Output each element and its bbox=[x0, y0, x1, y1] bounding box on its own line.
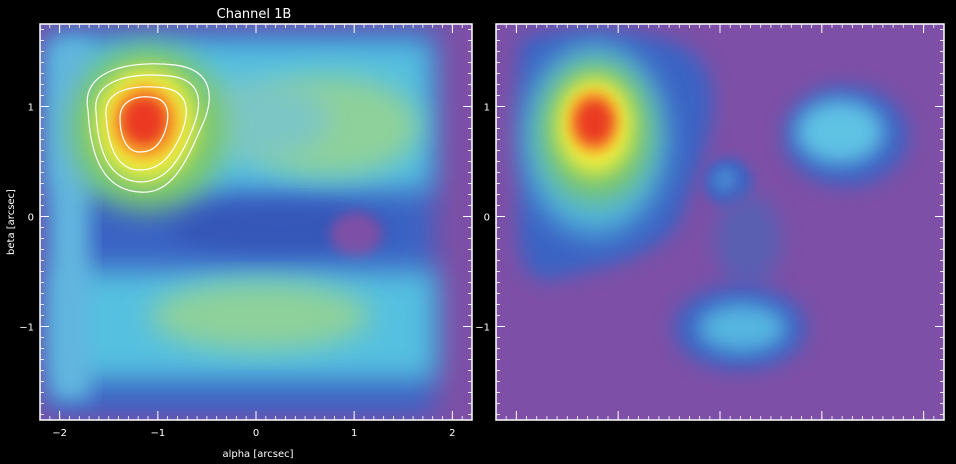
contour-lines bbox=[86, 63, 210, 193]
left-x-tick-label: −2 bbox=[52, 428, 67, 439]
right-axis-ticks: −1 0 1 bbox=[475, 24, 945, 420]
left-x-tick-label: 1 bbox=[351, 428, 357, 439]
left-heatmap-image bbox=[44, 28, 436, 416]
left-y-tick-label: 0 bbox=[28, 213, 34, 224]
left-axis-ticks: −1 0 1 −2 −1 0 1 2 bbox=[19, 24, 473, 439]
left-x-tick-label: 0 bbox=[253, 428, 259, 439]
right-y-tick-label: −1 bbox=[475, 323, 490, 334]
left-x-tick-label: 2 bbox=[449, 428, 455, 439]
right-heatmap-panel: −1 0 1 bbox=[475, 23, 945, 421]
left-y-tick-label: 1 bbox=[28, 103, 34, 114]
left-chart-title: Channel 1B bbox=[217, 7, 292, 22]
left-heatmap-panel: −1 0 1 −2 −1 0 1 2 Channel 1B alpha [arcsec] be… bbox=[6, 7, 473, 460]
left-y-tick-label: −1 bbox=[19, 323, 34, 334]
left-x-axis-label: alpha [arcsec] bbox=[222, 449, 293, 460]
right-y-tick-label: 1 bbox=[484, 103, 490, 114]
right-y-tick-label: 0 bbox=[484, 213, 490, 224]
left-x-tick-label: −1 bbox=[150, 428, 165, 439]
left-y-axis-label: beta [arcsec] bbox=[6, 189, 17, 255]
right-heatmap-image bbox=[518, 29, 908, 370]
